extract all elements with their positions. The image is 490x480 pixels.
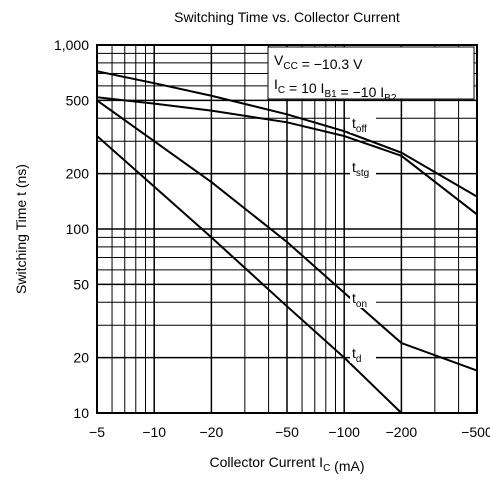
series-name: t	[352, 290, 356, 306]
subscript: CC	[283, 61, 297, 72]
text-part: = 10 I	[285, 80, 324, 96]
series-label-bg	[350, 115, 376, 133]
series-name: t	[352, 115, 356, 131]
series-label: tstg	[352, 159, 369, 179]
y-tick-label: 20	[73, 350, 89, 366]
series-label-bg	[350, 290, 376, 308]
text-part: = −10.3 V	[298, 56, 363, 72]
series-name-sub: stg	[356, 168, 369, 179]
x-tick-label: −200	[386, 424, 418, 440]
y-tick-label: 1,000	[54, 37, 89, 53]
subscript: B1	[324, 89, 337, 100]
series-name-sub: off	[356, 124, 367, 135]
x-tick-label: −500	[461, 424, 490, 440]
y-tick-label: 200	[66, 166, 90, 182]
annotation-box	[267, 46, 475, 100]
y-axis-label: Switching Time t (ns)	[13, 164, 29, 294]
series-name: t	[352, 159, 356, 175]
text-part: V	[274, 52, 284, 68]
series-name-sub: on	[356, 299, 367, 310]
series-label: td	[352, 345, 361, 365]
series-label-bg	[350, 159, 376, 177]
subscript: B2	[384, 93, 397, 104]
text-part: = −10 I	[337, 84, 384, 100]
plot-frame	[96, 44, 478, 414]
text-part: Collector Current I	[209, 454, 323, 470]
series-line	[96, 70, 478, 198]
series-label-bg	[350, 345, 376, 363]
annotation: IC = 10 IB1 = −10 IB2	[274, 76, 397, 104]
subscript: C	[278, 85, 285, 96]
annotation: VCC = −10.3 V	[274, 52, 363, 72]
x-tick-label: −10	[142, 424, 166, 440]
series-line	[96, 96, 478, 216]
series-line	[96, 99, 478, 372]
x-tick-label: −100	[328, 424, 360, 440]
series-name-sub: d	[356, 354, 362, 365]
y-tick-label: 50	[73, 276, 89, 292]
y-tick-label: 500	[66, 92, 90, 108]
text-part: Switching Time t (ns)	[13, 164, 29, 294]
y-tick-label: 10	[73, 405, 89, 421]
x-axis-label: Collector Current IC (mA)	[209, 454, 364, 474]
subscript: C	[323, 463, 330, 474]
series-label: toff	[352, 115, 367, 135]
text-part: I	[274, 76, 278, 92]
x-tick-label: −5	[89, 424, 105, 440]
chart-title: Switching Time vs. Collector Current	[174, 9, 400, 25]
text-part: (mA)	[330, 458, 364, 474]
series-line	[96, 135, 403, 414]
series-label: ton	[352, 290, 367, 310]
y-tick-label: 100	[66, 221, 90, 237]
x-tick-label: −20	[200, 424, 224, 440]
x-tick-label: −50	[275, 424, 299, 440]
series-name: t	[352, 345, 356, 361]
